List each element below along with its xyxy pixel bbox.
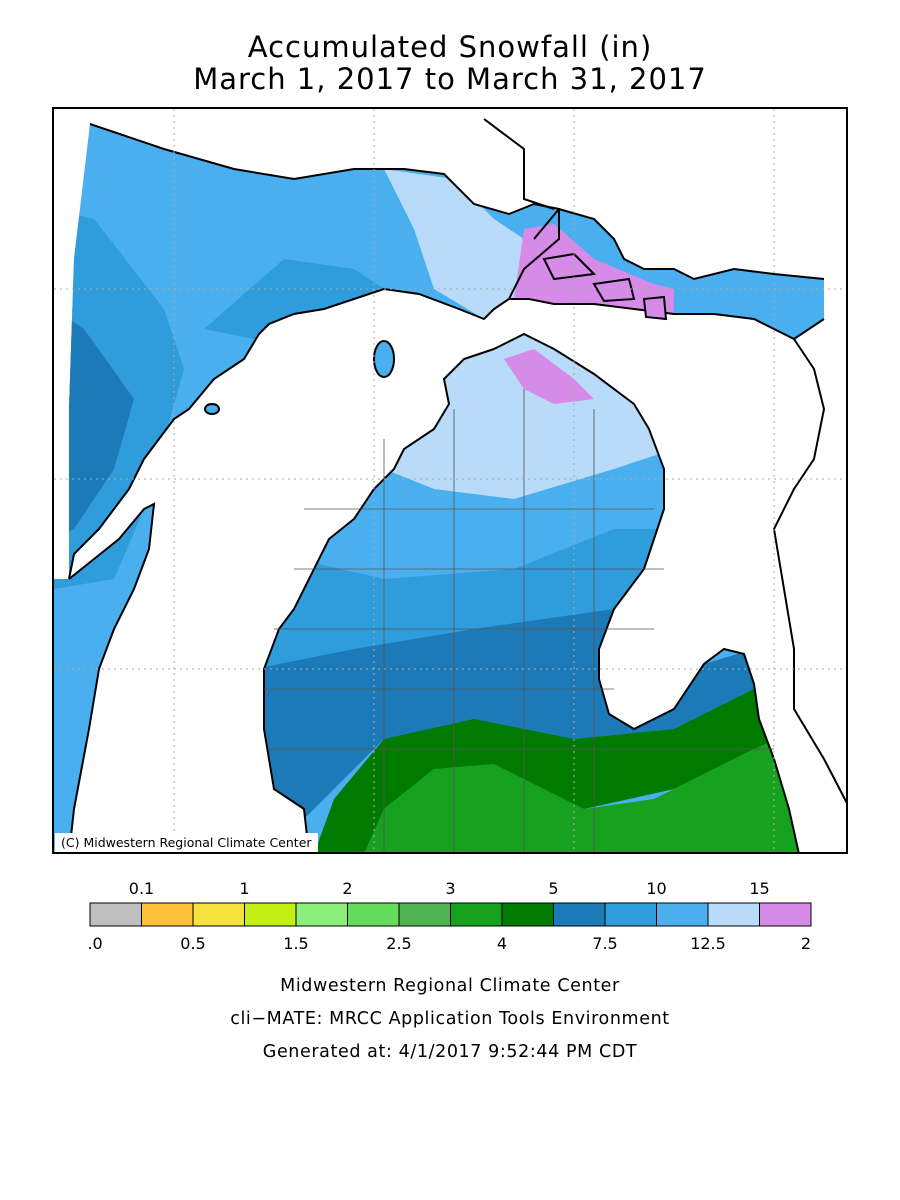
legend-bottom-labels: 0.0 0.5 1.5 2.5 4 7.5 12.5 20	[88, 934, 812, 953]
legend-bottom-label: 20	[801, 934, 812, 953]
map-canvas	[54, 109, 846, 852]
legend-bin	[192, 902, 245, 927]
legend-bottom-label: 0.5	[180, 934, 205, 953]
snowfall-contours	[54, 124, 824, 852]
snowfall-legend: 0.1 1 2 3 5 10 15 0.0 0.5 1.5 2.5 4 7.5 12.5 20	[88, 879, 812, 953]
legend-top-label: 5	[548, 879, 558, 898]
legend-top-labels: 0.1 1 2 3 5 10 15	[129, 879, 770, 898]
legend-bin	[553, 902, 606, 927]
map-subtitle-date-range: March 1, 2017 to March 31, 2017	[193, 62, 707, 96]
legend-bin	[295, 902, 348, 927]
legend-bottom-label: 7.5	[592, 934, 617, 953]
map-title: Accumulated Snowfall (in)	[247, 30, 653, 64]
snowfall-map	[52, 107, 848, 854]
copyright-label: (C) Midwestern Regional Climate Center	[55, 833, 318, 852]
legend-bin	[89, 902, 142, 927]
legend-bin	[450, 902, 503, 927]
legend-top-label: 3	[445, 879, 455, 898]
legend-color-bins	[89, 902, 812, 927]
shoreline-boundaries	[68, 118, 846, 852]
legend-bottom-label: 0.0	[88, 934, 103, 953]
county-lines	[264, 389, 774, 852]
legend-bin	[604, 902, 657, 927]
footer-generated-time: Generated at: 4/1/2017 9:52:44 PM CDT	[262, 1042, 638, 1062]
legend-bin	[759, 902, 812, 927]
legend-bin	[656, 902, 709, 927]
legend-bin	[398, 902, 451, 927]
legend-bottom-label: 4	[497, 934, 507, 953]
legend-bin	[244, 902, 297, 927]
footer-application: cli−MATE: MRCC Application Tools Environ…	[230, 1009, 670, 1029]
lat-lon-grid	[54, 109, 846, 852]
legend-bin	[347, 902, 400, 927]
legend-bottom-label: 1.5	[283, 934, 308, 953]
legend-bin	[707, 902, 760, 927]
legend-top-label: 1	[239, 879, 249, 898]
legend-top-label: 15	[749, 879, 769, 898]
legend-bin	[501, 902, 554, 927]
legend-top-label: 0.1	[129, 879, 154, 898]
footer-organization: Midwestern Regional Climate Center	[280, 976, 620, 996]
legend-top-label: 2	[342, 879, 352, 898]
legend-bin	[141, 902, 194, 927]
legend-top-label: 10	[646, 879, 666, 898]
legend-bottom-label: 2.5	[386, 934, 411, 953]
legend-bottom-label: 12.5	[690, 934, 726, 953]
